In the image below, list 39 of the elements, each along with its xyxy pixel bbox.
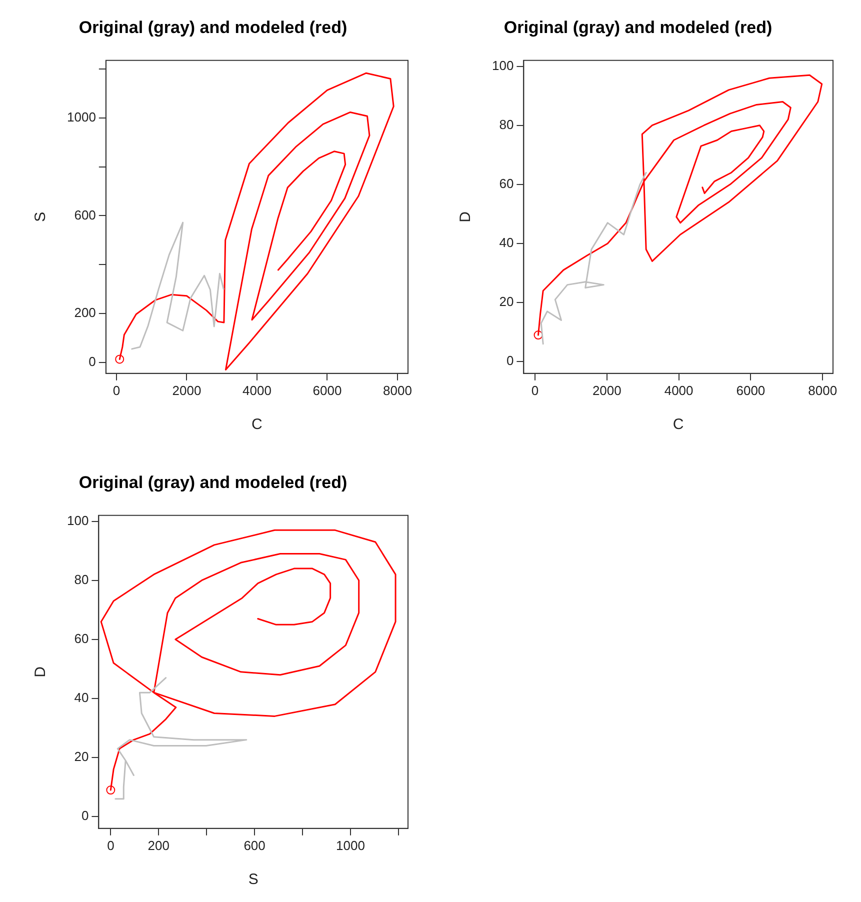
y-tick-label: 0 <box>506 353 514 368</box>
x-tick-label: 600 <box>244 838 266 853</box>
x-tick-label: 0 <box>107 838 114 853</box>
y-axis-title: S <box>32 212 50 222</box>
y-tick-label: 20 <box>499 294 514 310</box>
y-tick-label: 40 <box>74 690 89 706</box>
y-axis-title: D <box>457 211 474 222</box>
y-tick-label: 600 <box>74 207 96 222</box>
y-tick-label: 60 <box>499 176 514 191</box>
y-tick-label: 100 <box>492 58 514 73</box>
x-tick-label: 8000 <box>383 382 412 398</box>
y-tick-label: 80 <box>74 572 89 587</box>
x-axis-title: C <box>672 416 684 434</box>
x-tick-label: 6000 <box>736 382 766 398</box>
chart-title: Original (gray) and modeled (red) <box>504 18 772 37</box>
x-tick-label: 4000 <box>664 382 694 398</box>
y-tick-label: 1000 <box>67 109 96 124</box>
y-tick-label: 20 <box>74 749 89 764</box>
x-axis-title: C <box>252 416 263 434</box>
x-tick-label: 4000 <box>242 382 272 398</box>
x-tick-label: 6000 <box>312 382 342 398</box>
x-tick-label: 0 <box>112 382 120 398</box>
chart-title: Original (gray) and modeled (red) <box>78 472 348 492</box>
x-tick-label: 2000 <box>592 382 622 398</box>
chart-title: Original (gray) and modeled (red) <box>78 18 348 37</box>
x-axis-title: S <box>248 871 258 888</box>
y-tick-label: 100 <box>66 512 89 528</box>
y-tick-label: 80 <box>499 116 514 132</box>
y-tick-label: 0 <box>88 354 96 369</box>
x-tick-label: 2000 <box>172 382 202 398</box>
y-axis-title: D <box>32 666 50 678</box>
y-tick-label: 60 <box>74 630 89 646</box>
y-tick-label: 0 <box>81 808 89 824</box>
y-tick-label: 40 <box>499 235 514 250</box>
x-tick-label: 1000 <box>336 838 365 853</box>
x-tick-label: 8000 <box>808 382 838 398</box>
x-tick-label: 0 <box>531 382 539 398</box>
x-tick-label: 200 <box>148 838 170 853</box>
y-tick-label: 200 <box>74 305 96 320</box>
